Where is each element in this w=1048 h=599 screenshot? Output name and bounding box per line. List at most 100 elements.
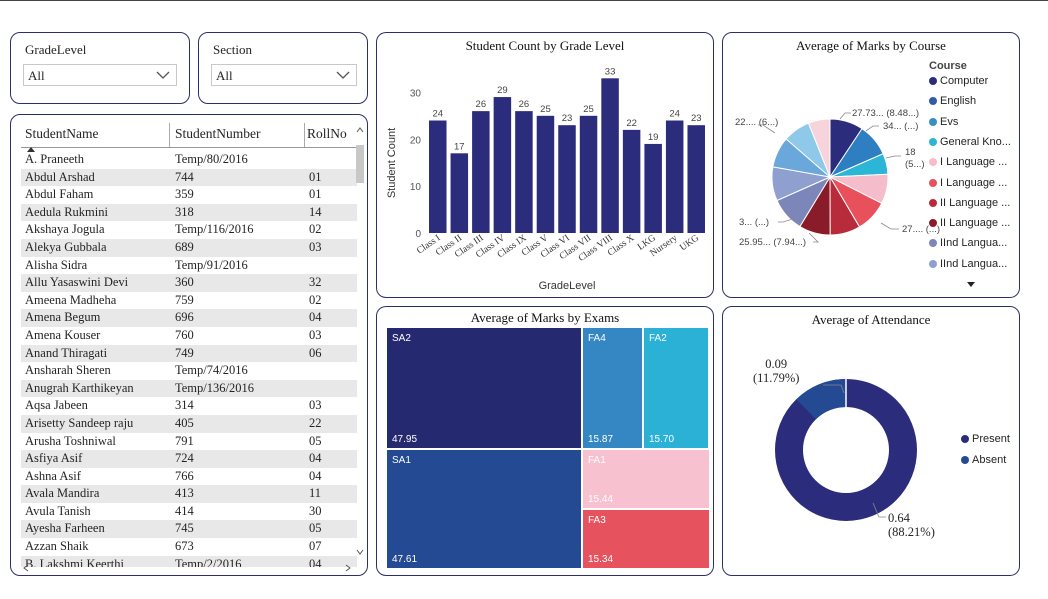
scroll-up-icon[interactable]	[356, 127, 364, 133]
table-row[interactable]: Aedula Rukmini 318 14	[21, 203, 357, 222]
table-row[interactable]: Arusha Toshniwal 791 05	[21, 433, 357, 451]
legend-label: I Language ...	[940, 176, 1008, 189]
horizontal-scrollbar[interactable]	[21, 564, 355, 572]
legend-item[interactable]: IInd Langua...	[929, 237, 1007, 249]
cell-rollno: 01	[309, 169, 322, 184]
legend-dot	[929, 259, 937, 268]
bar[interactable]	[536, 115, 555, 233]
legend-item[interactable]: I Language ...	[929, 156, 1007, 168]
column-header-studentname[interactable]: StudentName	[25, 126, 99, 141]
table-row[interactable]: Amena Begum 696 04	[21, 309, 357, 327]
scroll-right-icon[interactable]	[345, 564, 351, 572]
dropdown-value: All	[28, 68, 45, 83]
legend-dot	[929, 219, 937, 228]
table-row[interactable]: Ashna Asif 766 04	[21, 468, 357, 486]
cell-studentname: Ansharah Sheren	[25, 363, 111, 378]
cell-studentnumber: 360	[175, 275, 194, 290]
column-divider[interactable]	[304, 123, 305, 147]
bar[interactable]	[472, 111, 490, 233]
table-row[interactable]: Ansharah Sheren Temp/74/2016	[21, 362, 357, 380]
gradelevel-dropdown[interactable]: All	[23, 64, 177, 86]
table-row[interactable]: Abdul Arshad 744 01	[21, 168, 357, 187]
table-row[interactable]: Azzan Shaik 673 07	[21, 538, 357, 556]
table-row[interactable]: Ayesha Farheen 745 05	[21, 520, 357, 539]
scroll-left-icon[interactable]	[23, 564, 29, 572]
bar[interactable]	[687, 125, 705, 233]
cell-studentname: Aedula Rukmini	[25, 204, 108, 219]
column-header-studentnumber[interactable]: StudentNumber	[175, 126, 261, 141]
legend-item[interactable]: Computer	[929, 75, 988, 87]
table-header: StudentName StudentNumber RollNo	[21, 123, 357, 152]
cell-studentnumber: Temp/80/2016	[175, 152, 248, 166]
treemap-tile-fa2[interactable]: FA2 15.70	[643, 327, 709, 449]
bar[interactable]	[493, 97, 512, 233]
pie-data-label: 3... (...)	[739, 217, 769, 228]
scrollbar-thumb[interactable]	[356, 145, 364, 183]
legend-item[interactable]: II Language ...	[929, 217, 1010, 229]
cell-rollno: 02	[309, 222, 322, 237]
table-row[interactable]: Ameena Madheha 759 02	[21, 292, 357, 310]
treemap-tile-fa3[interactable]: FA3 15.34	[582, 509, 710, 569]
donut-label-absent: 0.09 (11.79%)	[753, 357, 799, 385]
treemap-tile-fa1[interactable]: FA1 15.44	[582, 449, 710, 509]
legend-item-absent[interactable]: Absent	[961, 454, 1006, 466]
table-row[interactable]: Asfiya Asif 724 04	[21, 450, 357, 468]
y-tick-label: 30	[410, 88, 422, 99]
bar[interactable]	[665, 120, 684, 234]
bar[interactable]	[450, 153, 469, 233]
leader-line	[839, 112, 851, 120]
bar[interactable]	[644, 143, 662, 233]
bar[interactable]	[515, 111, 533, 233]
legend-item[interactable]: English	[929, 95, 976, 107]
column-divider[interactable]	[169, 123, 170, 147]
legend-dot	[929, 158, 937, 167]
table-row[interactable]: Arisetty Sandeep raju 405 22	[21, 414, 357, 433]
table-row[interactable]: Amena Kouser 760 03	[21, 327, 357, 345]
cell-studentname: Abdul Arshad	[25, 169, 95, 184]
treemap-tile-sa2[interactable]: SA2 47.95	[386, 327, 582, 449]
table-row[interactable]: Alekya Gubbala 689 03	[21, 238, 357, 257]
table-row[interactable]: Anand Thiragati 749 06	[21, 344, 357, 363]
legend-item[interactable]: Evs	[929, 116, 958, 128]
treemap-tile-fa4[interactable]: FA4 15.87	[582, 327, 643, 449]
pie-slice[interactable]	[807, 118, 831, 178]
legend-item[interactable]: IInd Langua...	[929, 258, 1007, 270]
table-row[interactable]: Akshaya Jogula Temp/116/2016 02	[21, 221, 357, 239]
bar[interactable]	[429, 120, 447, 234]
legend-item[interactable]: General Kno...	[929, 136, 1011, 148]
section-dropdown[interactable]: All	[211, 64, 357, 86]
column-header-rollno[interactable]: RollNo	[307, 126, 347, 141]
pie-data-label: 34... (...)	[883, 121, 918, 132]
table-row[interactable]: Anugrah Karthikeyan Temp/136/2016	[21, 379, 357, 398]
bar[interactable]	[622, 129, 641, 233]
legend-label: Computer	[940, 75, 989, 87]
table-row[interactable]: Aqsa Jabeen 314 03	[21, 397, 357, 415]
bar[interactable]	[579, 115, 598, 233]
cell-studentnumber: 405	[175, 415, 194, 430]
tile-label: SA2	[392, 333, 411, 344]
table-row[interactable]: Allu Yasaswini Devi 360 32	[21, 274, 357, 292]
bar[interactable]	[558, 125, 576, 233]
donut-slice-present[interactable]	[775, 379, 917, 521]
table-row[interactable]: Abdul Faham 359 01	[21, 186, 357, 204]
legend-item[interactable]: I Language ...	[929, 177, 1007, 189]
scroll-down-icon[interactable]	[356, 549, 364, 555]
legend-item-present[interactable]: Present	[961, 433, 1010, 445]
legend-dot	[929, 198, 937, 207]
legend-dot	[961, 435, 969, 443]
vertical-scrollbar[interactable]	[355, 123, 365, 563]
legend-item[interactable]: II Language ...	[929, 197, 1010, 209]
table-row[interactable]: B. Lakshmi Keerthi Temp/2/2016 04	[21, 555, 357, 567]
table-row[interactable]: Avala Mandira 413 11	[21, 485, 357, 503]
dropdown-value: All	[216, 68, 233, 83]
bar-data-label: 25	[540, 104, 551, 115]
legend-more-icon[interactable]	[967, 282, 975, 287]
cell-rollno: 11	[309, 486, 322, 501]
table-row[interactable]: Avula Tanish 414 30	[21, 503, 357, 521]
table-row[interactable]: Alisha Sidra Temp/91/2016	[21, 257, 357, 275]
bar[interactable]	[601, 78, 619, 233]
cell-studentname: Aqsa Jabeen	[25, 398, 88, 413]
treemap-tile-sa1[interactable]: SA1 47.61	[386, 449, 582, 569]
table-row[interactable]: A. Praneeth Temp/80/2016	[21, 151, 357, 169]
cell-studentname: Anand Thiragati	[25, 345, 108, 360]
